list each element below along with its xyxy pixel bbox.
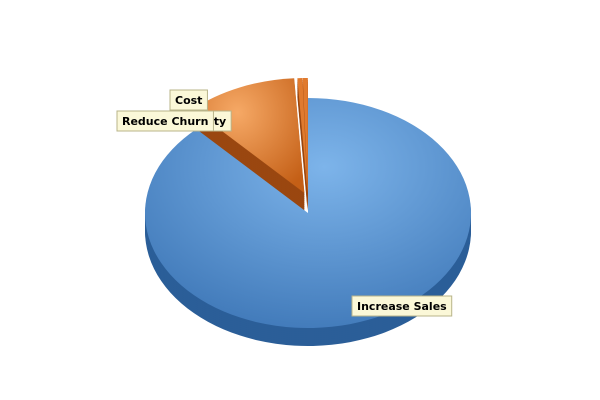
slice-label: Cost [169, 89, 208, 111]
slice-side [297, 84, 308, 199]
slice [145, 98, 472, 328]
slice-side [297, 90, 308, 205]
slice [192, 78, 305, 193]
slice [302, 78, 308, 193]
slice-side [297, 80, 308, 195]
label-box [169, 89, 208, 111]
slice-side [297, 92, 308, 207]
slice-label: Increase Sales [351, 295, 453, 317]
label-text: Reduce Churn [122, 115, 208, 128]
slice-side [297, 96, 308, 211]
label-box [351, 295, 453, 317]
slice [297, 78, 308, 193]
label-text: Cost [175, 94, 202, 107]
slice-side [297, 82, 308, 197]
label-box [116, 110, 214, 132]
slice-side [297, 88, 308, 203]
slice-side [297, 86, 308, 201]
slice-label: Reduce Churn [116, 110, 214, 132]
slice-side [297, 94, 308, 209]
label-text: Increase Sales [357, 300, 447, 313]
